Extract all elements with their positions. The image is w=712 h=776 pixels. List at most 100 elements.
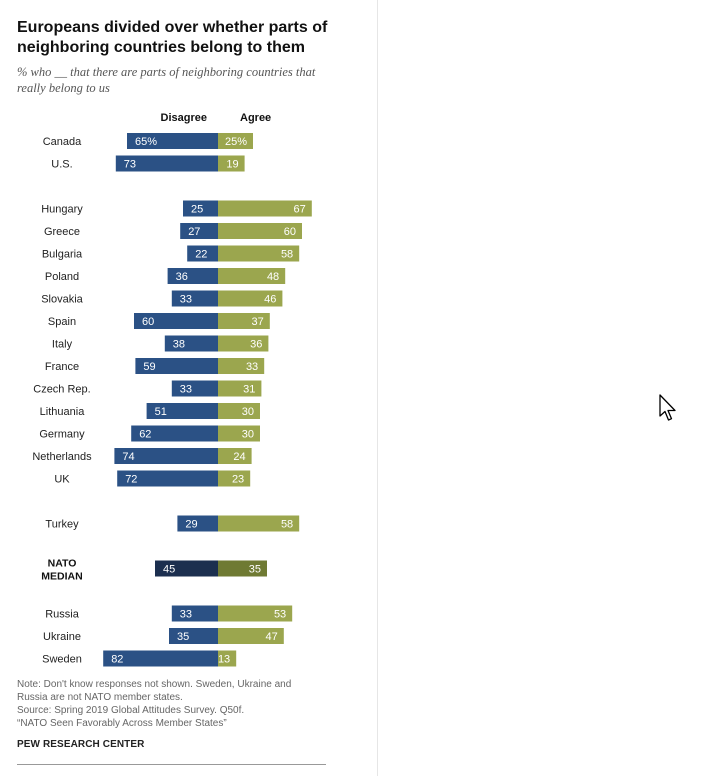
value-label-disagree: 59 — [143, 361, 155, 373]
category-label: Ukraine — [43, 631, 81, 643]
value-label-agree: 24 — [233, 451, 245, 463]
bar-disagree — [146, 403, 218, 419]
bar-disagree — [171, 290, 218, 307]
bar-agree — [218, 290, 283, 307]
value-label-disagree: 33 — [180, 294, 192, 306]
value-label-agree: 36 — [250, 339, 262, 351]
value-label-agree: 37 — [252, 316, 264, 328]
bar-disagree — [183, 200, 218, 217]
bar-disagree — [180, 223, 218, 239]
value-label-agree: 25% — [225, 136, 247, 148]
value-label-disagree: 65% — [135, 136, 157, 148]
value-label-disagree: 35 — [177, 631, 189, 643]
value-label-agree: 23 — [232, 474, 244, 486]
value-label-disagree: 29 — [185, 519, 197, 531]
value-label-disagree: 22 — [195, 249, 207, 261]
bar-disagree — [117, 470, 218, 487]
value-label-agree: 30 — [242, 406, 254, 418]
category-label: Canada — [43, 136, 82, 148]
bar-disagree — [164, 335, 218, 352]
value-label-disagree: 33 — [180, 609, 192, 621]
category-label: UK — [54, 474, 70, 486]
bar-agree — [218, 335, 269, 352]
bar-agree — [218, 628, 284, 644]
bar-disagree — [103, 650, 218, 667]
value-label-agree: 30 — [242, 429, 254, 441]
category-label: MEDIAN — [41, 571, 82, 583]
legend-disagree: Disagree — [161, 112, 207, 124]
bar-agree — [218, 358, 265, 374]
category-label: Poland — [45, 271, 79, 283]
chart-subtitle: % who __ that there are parts of neighbo… — [17, 65, 316, 95]
value-label-agree: 48 — [267, 271, 279, 283]
category-label: Italy — [52, 339, 73, 351]
category-label: Lithuania — [40, 406, 86, 418]
bar-agree — [218, 448, 252, 464]
bar-agree — [218, 313, 270, 329]
category-label: Czech Rep. — [33, 384, 90, 396]
value-label-agree: 19 — [226, 159, 238, 171]
category-label: Bulgaria — [42, 249, 83, 261]
value-label-disagree: 62 — [139, 429, 151, 441]
value-label-agree: 35 — [249, 564, 261, 576]
bar-agree — [218, 650, 237, 667]
value-label-agree: 13 — [218, 654, 230, 666]
value-label-disagree: 72 — [125, 474, 137, 486]
bar-agree — [218, 403, 260, 419]
value-label-agree: 31 — [243, 384, 255, 396]
category-label: Spain — [48, 316, 76, 328]
diverging-bar-chart: Disagree Agree Canada 65% 25% U.S. 73 19 Hungary… — [32, 112, 312, 667]
bar-disagree — [115, 155, 218, 172]
report-line: “NATO Seen Favorably Across Member State… — [17, 718, 227, 729]
category-label: Netherlands — [32, 451, 92, 463]
bar-disagree — [135, 358, 218, 374]
value-label-disagree: 45 — [163, 564, 175, 576]
value-label-disagree: 73 — [124, 159, 136, 171]
bar-disagree — [167, 268, 218, 284]
bar-disagree — [171, 380, 218, 397]
bar-agree — [218, 380, 262, 397]
category-label: Slovakia — [41, 294, 83, 306]
bar-agree — [218, 515, 300, 532]
bar-agree — [218, 155, 245, 172]
bar-agree — [218, 560, 267, 577]
value-label-disagree: 82 — [111, 654, 123, 666]
bar-agree — [218, 200, 312, 217]
category-label: Hungary — [41, 204, 83, 216]
pew-research-logo: PEW RESEARCH CENTER — [17, 739, 145, 750]
bar-agree — [218, 605, 293, 622]
chart-notes: Note: Don't know responses not shown. Sw… — [17, 678, 317, 730]
bar-disagree — [171, 605, 218, 622]
mouse-cursor-icon — [659, 394, 676, 421]
bar-agree — [218, 470, 251, 487]
bar-agree — [218, 425, 260, 442]
bar-disagree — [134, 313, 218, 329]
category-label: France — [45, 361, 79, 373]
chart-card: Europeans divided over whether parts of … — [17, 0, 378, 776]
category-label: Sweden — [42, 654, 82, 666]
value-label-agree: 47 — [266, 631, 278, 643]
bar-disagree — [155, 560, 218, 577]
value-label-disagree: 33 — [180, 384, 192, 396]
note-line: Note: Don't know responses not shown. Sw… — [17, 679, 292, 690]
category-label: Greece — [44, 226, 80, 238]
bar-disagree — [169, 628, 218, 644]
value-label-disagree: 74 — [122, 451, 134, 463]
category-label: NATO — [48, 558, 77, 570]
value-label-disagree: 60 — [142, 316, 154, 328]
note-line: Russia are not NATO member states. — [17, 692, 183, 703]
bar-agree — [218, 223, 302, 239]
bar-disagree — [131, 425, 218, 442]
bar-disagree — [187, 245, 218, 262]
legend-agree: Agree — [240, 112, 271, 124]
bar-agree — [218, 245, 300, 262]
category-label: Germany — [39, 429, 85, 441]
bar-disagree — [177, 515, 218, 532]
bar-agree — [218, 268, 286, 284]
bar-disagree — [114, 448, 218, 464]
value-label-agree: 46 — [264, 294, 276, 306]
value-label-agree: 58 — [281, 519, 293, 531]
value-label-disagree: 38 — [173, 339, 185, 351]
source-line: Source: Spring 2019 Global Attitudes Sur… — [17, 705, 245, 716]
value-label-agree: 58 — [281, 249, 293, 261]
